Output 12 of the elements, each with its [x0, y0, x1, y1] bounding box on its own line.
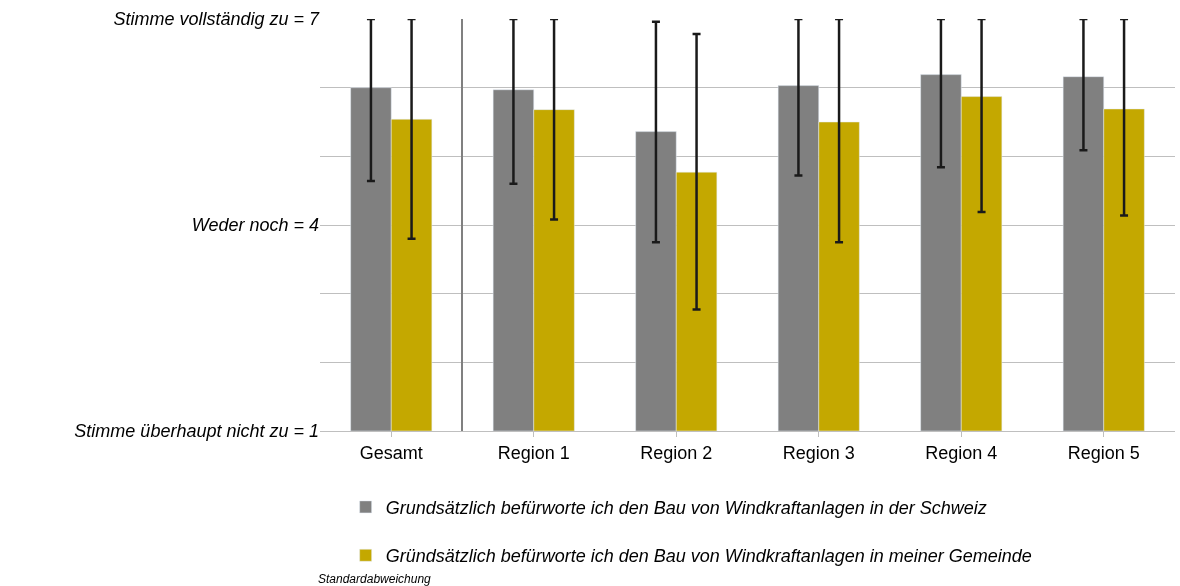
x-tick-label: Region 1: [497, 442, 570, 463]
legend-label: Gründsätzlich befürworte ich den Bau von Windkraftanlagen in meiner Gemeinde: [385, 546, 1032, 567]
legend-label: Grundsätzlich befürworte ich den Bau von Windkraftanlagen in der Schweiz: [385, 497, 987, 518]
y-tick-label: Stimme vollständig zu = 7: [113, 9, 320, 30]
y-tick-label: Stimme überhaupt nicht zu = 1: [74, 421, 319, 442]
x-tick-label: Region 2: [640, 442, 713, 463]
text: Standardabweichung: [318, 572, 432, 586]
x-tick-label: Region 4: [925, 442, 998, 463]
x-tick-label: Region 3: [782, 442, 855, 463]
x-tick-label: Gesamt: [359, 442, 423, 463]
y-tick-label: Weder noch = 4: [191, 215, 319, 236]
x-tick-label: Region 5: [1067, 442, 1140, 463]
